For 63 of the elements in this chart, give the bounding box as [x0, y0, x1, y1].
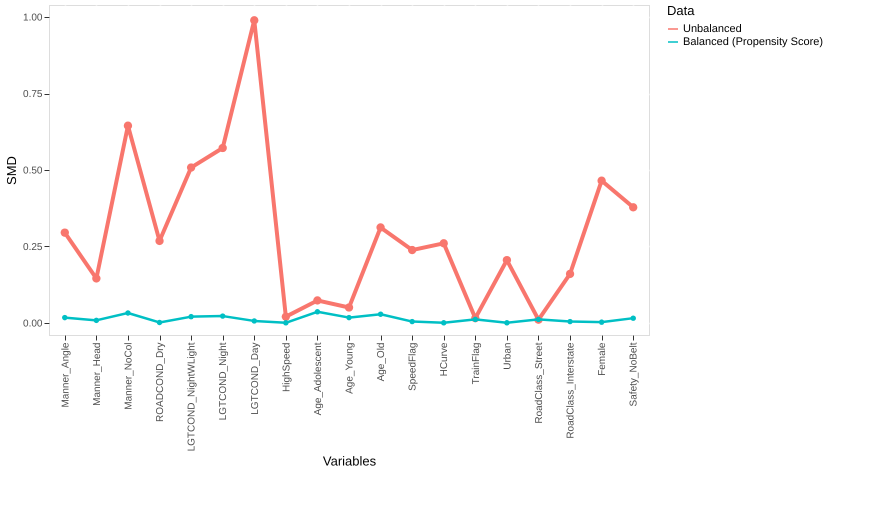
point — [566, 270, 574, 278]
x-tick-label: Female — [597, 342, 608, 376]
x-tick-label: Safety_NoBelt — [628, 342, 640, 406]
x-tick-label: Age_Young — [344, 342, 356, 394]
point — [314, 309, 320, 315]
y-tick-label: 0.75 — [23, 89, 43, 100]
point — [504, 320, 510, 326]
point — [629, 203, 638, 212]
point — [124, 122, 132, 130]
point — [220, 313, 226, 319]
point — [313, 296, 322, 305]
x-tick-label: RoadClass_Interstate — [566, 342, 577, 439]
point — [408, 246, 416, 254]
y-axis-title: SMD — [4, 156, 20, 185]
point — [92, 274, 101, 283]
point — [378, 311, 384, 317]
point — [188, 314, 194, 320]
y-tick-label: 0.25 — [23, 242, 43, 253]
y-tick-label: 0.50 — [23, 166, 43, 176]
x-tick-label: ROADCOND_Dry — [155, 342, 166, 422]
legend-label: Balanced (Propensity Score) — [683, 36, 824, 48]
point — [344, 303, 354, 312]
point — [346, 314, 352, 320]
x-tick-label: RoadClass_Street — [534, 342, 545, 424]
point — [62, 314, 68, 320]
point — [597, 176, 606, 185]
legend-label: Unbalanced — [683, 23, 742, 35]
x-tick-label: LGTCOND_Night — [218, 342, 230, 420]
y-tick-label: 1.00 — [23, 12, 43, 24]
point — [598, 319, 604, 325]
y-tick-label: 0.00 — [23, 318, 43, 330]
x-tick-label: HCurve — [439, 342, 450, 376]
point — [125, 310, 131, 316]
x-tick-label: LGTCOND_Day — [250, 342, 261, 415]
point — [250, 16, 258, 24]
point — [60, 228, 69, 237]
point — [630, 315, 636, 321]
point — [186, 163, 196, 172]
x-tick-label: Manner_Head — [92, 342, 103, 406]
point — [94, 318, 100, 324]
x-tick-label: LGTCOND_NightWLight — [186, 342, 198, 452]
point — [440, 239, 448, 248]
point — [567, 318, 573, 324]
x-tick-label: Manner_Angle — [60, 342, 72, 408]
point — [283, 320, 289, 326]
point — [472, 316, 478, 322]
point — [282, 312, 290, 321]
x-tick-label: Urban — [502, 342, 514, 370]
x-tick-label: HighSpeed — [281, 342, 292, 392]
x-tick-label: Age_Old — [376, 342, 388, 382]
point — [441, 320, 446, 326]
x-tick-label: Manner_NoCol — [123, 342, 134, 410]
x-axis-title: Variables — [322, 453, 377, 468]
point — [252, 318, 257, 324]
x-tick-label: Age_Adolescent — [312, 342, 324, 416]
point — [155, 236, 164, 246]
x-tick-label: SpeedFlag — [408, 342, 419, 391]
legend-title: Data — [667, 3, 696, 18]
point — [218, 144, 227, 152]
point — [156, 320, 162, 326]
point — [376, 223, 385, 232]
point — [409, 318, 415, 324]
x-tick-label: TrainFlag — [470, 342, 482, 384]
